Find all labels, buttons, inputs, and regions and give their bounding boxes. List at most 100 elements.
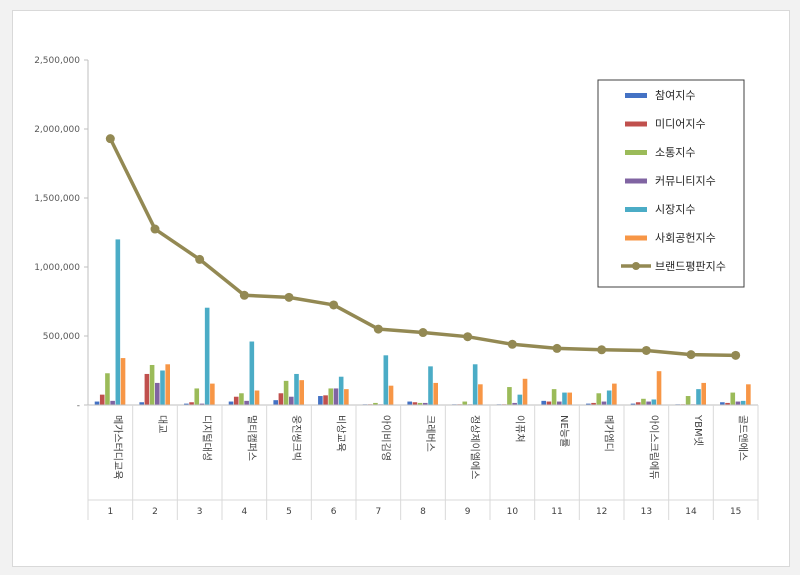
bar-1-4 — [228, 401, 234, 405]
brand-index-point-3 — [195, 254, 205, 264]
bar-6-6 — [344, 389, 349, 405]
bar-4-3 — [199, 403, 205, 405]
bar-2-5 — [278, 393, 284, 405]
bar-1-6 — [318, 396, 323, 405]
x-rank-label: 3 — [197, 507, 203, 517]
x-rank-label: 15 — [730, 507, 741, 517]
x-category-label: 크레버스 — [424, 415, 436, 452]
bar-1-12 — [586, 403, 591, 405]
legend-label: 사회공헌지수 — [655, 232, 716, 245]
x-axis: 메가스터디교육 1 대교 2 디지털대성 3 멀티캠퍼스 4 웅진씽크빅 5 비상교육 6 아이비김영 7… — [87, 404, 759, 520]
legend-label: 브랜드평판지수 — [655, 260, 726, 273]
x-rank-label: 12 — [596, 507, 607, 517]
legend-swatch — [625, 207, 647, 212]
bar-5-2 — [160, 370, 165, 405]
bar-1-5 — [273, 400, 278, 405]
bar-3-8 — [417, 402, 423, 405]
brand-index-point-9 — [463, 332, 473, 342]
bar-series — [94, 239, 751, 405]
x-rank-label: 13 — [641, 507, 652, 517]
x-category-label: 메가스터디교육 — [111, 415, 123, 479]
bar-5-9 — [472, 364, 478, 405]
brand-index-point-4 — [239, 290, 249, 300]
x-rank-label: 1 — [107, 507, 113, 517]
brand-index-point-10 — [507, 339, 517, 349]
y-tick-label: 2,000,000 — [34, 125, 80, 135]
bar-5-15 — [740, 400, 746, 405]
bar-1-2 — [139, 402, 144, 405]
legend-label: 소통지수 — [655, 146, 695, 159]
bar-4-1 — [110, 400, 115, 405]
bar-6-5 — [299, 380, 304, 405]
y-tick-label: 2,500,000 — [34, 56, 80, 66]
bar-6-14 — [701, 382, 706, 405]
y-tick-label: - — [77, 401, 80, 411]
legend-swatch — [625, 121, 647, 127]
brand-index-point-8 — [418, 328, 428, 338]
bar-1-8 — [407, 401, 412, 405]
legend-swatch — [625, 235, 647, 241]
x-rank-label: 2 — [152, 507, 158, 517]
bar-4-13 — [646, 401, 651, 405]
legend-label: 커뮤니티지수 — [655, 175, 716, 188]
bar-2-13 — [635, 402, 641, 405]
bar-3-3 — [194, 388, 200, 405]
x-rank-label: 4 — [241, 507, 247, 517]
bar-5-8 — [428, 366, 433, 405]
bar-6-8 — [433, 382, 438, 405]
bar-5-7 — [383, 355, 389, 405]
bar-6-2 — [165, 364, 170, 405]
x-category-label: YBM넷 — [692, 414, 704, 446]
bar-5-3 — [204, 307, 210, 405]
bar-6-9 — [478, 384, 483, 405]
bar-3-9 — [462, 401, 468, 405]
bar-4-11 — [557, 401, 562, 405]
x-category-label: 멀티캠퍼스 — [245, 415, 258, 461]
x-category-label: 디지털대성 — [201, 415, 213, 461]
brand-index-point-5 — [284, 292, 294, 302]
brand-index-point-15 — [731, 350, 741, 360]
bar-5-1 — [115, 239, 121, 405]
bar-2-12 — [591, 402, 596, 405]
x-category-label: 메가엠디 — [603, 415, 615, 452]
bar-5-13 — [651, 399, 657, 405]
bar-6-4 — [254, 390, 260, 405]
bar-2-2 — [144, 373, 150, 405]
bar-1-3 — [184, 403, 189, 405]
brand-index-point-7 — [373, 324, 383, 334]
bar-6-7 — [388, 385, 394, 405]
bar-4-6 — [333, 388, 339, 405]
x-rank-label: 7 — [375, 507, 381, 517]
x-category-label: 골드앤에스 — [737, 415, 749, 461]
bar-5-4 — [249, 341, 255, 405]
x-rank-label: 6 — [331, 507, 337, 517]
brand-index-line — [105, 134, 741, 360]
bar-2-4 — [233, 396, 239, 405]
bar-3-7 — [373, 402, 378, 405]
y-tick-label: 500,000 — [43, 332, 80, 342]
bar-2-8 — [412, 402, 418, 405]
bar-4-2 — [155, 382, 160, 405]
bar-5-6 — [338, 376, 344, 405]
bar-2-11 — [546, 401, 552, 405]
brand-index-point-11 — [552, 343, 562, 353]
y-axis: 2,500,000 2,000,000 1,500,000 1,000,000 500,… — [34, 56, 89, 411]
legend-label: 시장지수 — [655, 203, 695, 216]
bar-1-1 — [94, 401, 100, 405]
legend-label: 참여지수 — [655, 89, 695, 102]
x-category-label: 웅진씽크빅 — [290, 415, 302, 461]
x-rank-label: 9 — [465, 507, 471, 517]
bar-6-12 — [612, 383, 617, 405]
bar-3-10 — [507, 387, 512, 405]
brand-index-point-1 — [105, 134, 115, 144]
x-category-label: 비상교육 — [335, 415, 347, 452]
brand-index-point-13 — [641, 345, 651, 355]
x-category-label: 아이비김영 — [379, 415, 391, 461]
bar-2-1 — [99, 394, 105, 405]
bar-2-3 — [189, 402, 194, 405]
bar-1-13 — [630, 403, 636, 405]
x-category-label: NE능률 — [558, 415, 570, 447]
brand-index-point-6 — [329, 300, 339, 310]
x-category-label: 아이스크림에듀 — [647, 415, 659, 479]
